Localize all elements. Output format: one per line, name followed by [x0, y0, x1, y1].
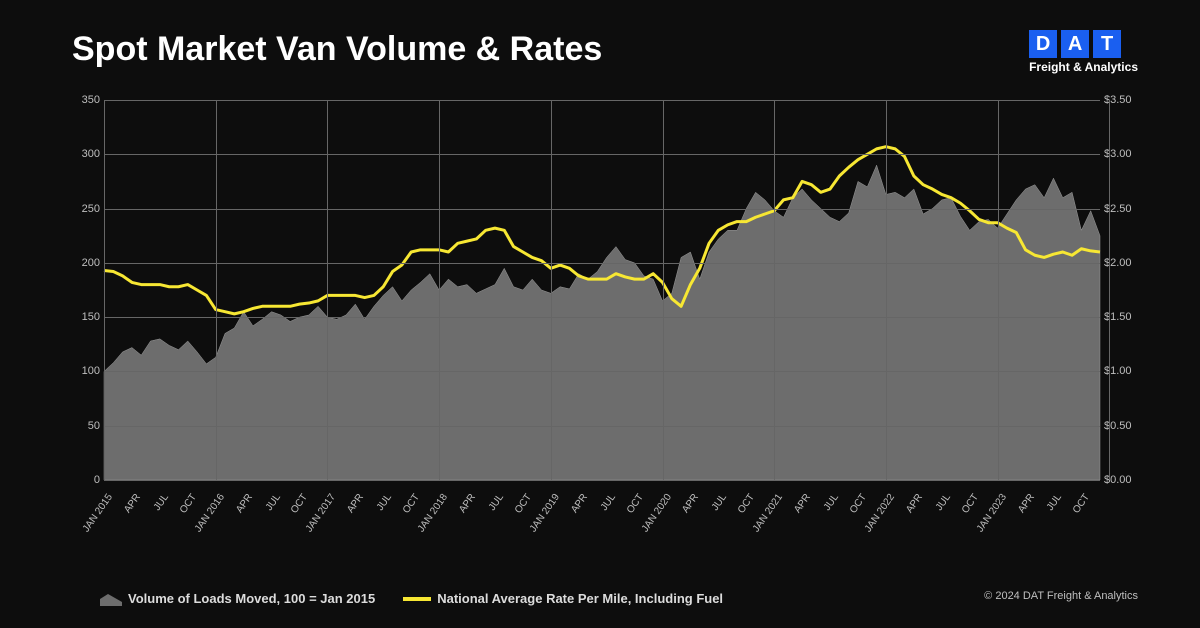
gridline-vertical: [327, 100, 328, 480]
area-series: [104, 165, 1100, 480]
x-axis-label: OCT: [736, 492, 757, 516]
x-axis-label: OCT: [401, 492, 422, 516]
logo-letter: D: [1029, 30, 1057, 58]
x-axis-label: OCT: [289, 492, 310, 516]
y-axis-left-label: 100: [72, 365, 100, 377]
x-axis-label: OCT: [1071, 492, 1092, 516]
legend-item-area: Volume of Loads Moved, 100 = Jan 2015: [100, 591, 375, 606]
x-axis-label: JUL: [152, 492, 171, 513]
chart-title: Spot Market Van Volume & Rates: [72, 30, 602, 69]
gridline-horizontal: [104, 480, 1100, 481]
x-axis-label: OCT: [960, 492, 981, 516]
plot-area: 0$0.0050$0.50100$1.00150$1.50200$2.00250…: [104, 100, 1100, 480]
x-axis-label: APR: [681, 492, 702, 515]
logo-letter: T: [1093, 30, 1121, 58]
gridline-horizontal: [104, 371, 1100, 372]
gridline-horizontal: [104, 154, 1100, 155]
legend: Volume of Loads Moved, 100 = Jan 2015 Na…: [100, 591, 723, 606]
x-axis-label: OCT: [513, 492, 534, 516]
y-axis-left-label: 300: [72, 148, 100, 160]
x-axis-label: JAN 2015: [81, 492, 115, 534]
legend-swatch-area-icon: [100, 592, 122, 606]
x-axis-label: APR: [792, 492, 813, 515]
brand-logo: D A T Freight & Analytics: [1029, 30, 1138, 74]
page: Spot Market Van Volume & Rates D A T Fre…: [0, 0, 1200, 628]
gridline-horizontal: [104, 263, 1100, 264]
gridline-vertical: [104, 100, 105, 480]
gridline-vertical: [774, 100, 775, 480]
x-axis-label: JUL: [1045, 492, 1064, 513]
y-axis-left-label: 350: [72, 94, 100, 106]
x-axis-label: JUL: [822, 492, 841, 513]
x-axis-label: APR: [1016, 492, 1037, 515]
y-axis-left-label: 150: [72, 311, 100, 323]
x-axis-label: JUL: [263, 492, 282, 513]
logo-letter: A: [1061, 30, 1089, 58]
gridline-horizontal: [104, 426, 1100, 427]
x-axis-label: APR: [346, 492, 367, 515]
y-axis-left-label: 200: [72, 257, 100, 269]
logo-letter-blocks: D A T: [1029, 30, 1138, 58]
x-axis-label: OCT: [624, 492, 645, 516]
logo-subtitle: Freight & Analytics: [1029, 60, 1138, 74]
y-axis-left-label: 250: [72, 203, 100, 215]
gridline-vertical: [1109, 100, 1110, 480]
x-axis-label: APR: [569, 492, 590, 515]
x-axis-label: APR: [904, 492, 925, 515]
x-axis-label: APR: [122, 492, 143, 515]
legend-swatch-line-icon: [403, 597, 431, 601]
x-axis-label: APR: [234, 492, 255, 515]
legend-label-area: Volume of Loads Moved, 100 = Jan 2015: [128, 591, 375, 606]
gridline-horizontal: [104, 317, 1100, 318]
gridline-vertical: [439, 100, 440, 480]
gridline-vertical: [663, 100, 664, 480]
chart-svg: [104, 100, 1100, 480]
gridline-vertical: [551, 100, 552, 480]
x-axis-label: JUL: [598, 492, 617, 513]
gridline-vertical: [998, 100, 999, 480]
x-axis-label: APR: [457, 492, 478, 515]
y-axis-left-label: 50: [72, 420, 100, 432]
copyright-text: © 2024 DAT Freight & Analytics: [984, 590, 1138, 602]
y-axis-left-label: 0: [72, 474, 100, 486]
x-axis-label: JUL: [934, 492, 953, 513]
legend-item-line: National Average Rate Per Mile, Includin…: [403, 591, 723, 606]
x-axis-label: OCT: [178, 492, 199, 516]
legend-label-line: National Average Rate Per Mile, Includin…: [437, 591, 723, 606]
x-axis-label: OCT: [848, 492, 869, 516]
x-axis-label: JUL: [487, 492, 506, 513]
gridline-horizontal: [104, 209, 1100, 210]
chart-container: 0$0.0050$0.50100$1.00150$1.50200$2.00250…: [72, 95, 1132, 525]
gridline-horizontal: [104, 100, 1100, 101]
gridline-vertical: [216, 100, 217, 480]
gridline-vertical: [886, 100, 887, 480]
x-axis-label: JUL: [710, 492, 729, 513]
x-axis-label: JUL: [375, 492, 394, 513]
